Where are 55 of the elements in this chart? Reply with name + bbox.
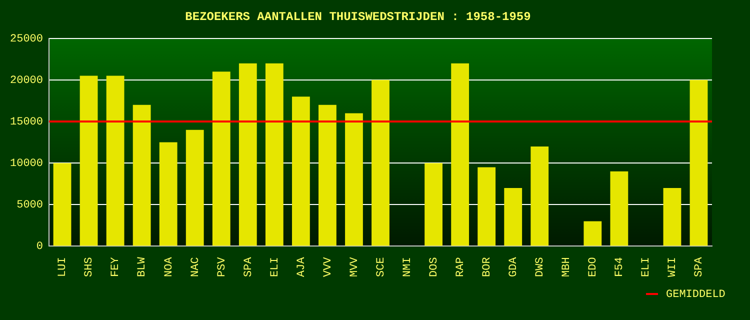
x-tick-label: SCE xyxy=(375,256,388,278)
y-tick-label: 15000 xyxy=(10,116,44,128)
y-tick-label: 0 xyxy=(36,241,44,254)
x-tick-label: GDA xyxy=(508,256,520,278)
bar xyxy=(159,142,178,246)
bar xyxy=(478,167,496,246)
bar xyxy=(610,171,628,246)
bar xyxy=(132,104,151,246)
x-tick-label: PSV xyxy=(216,256,228,278)
x-tick-label: F54 xyxy=(614,256,626,278)
x-tick-label: WII xyxy=(667,257,680,278)
y-tick-label: 25000 xyxy=(10,33,44,46)
x-tick-label: MBH xyxy=(561,257,574,278)
x-tick-label: VVV xyxy=(322,256,334,278)
bar xyxy=(238,63,257,246)
bar xyxy=(530,146,549,246)
x-tick-label: SPA xyxy=(242,256,255,278)
x-tick-label: NMI xyxy=(402,257,414,278)
bar xyxy=(584,221,602,246)
x-tick-label: LUI xyxy=(57,257,70,278)
chart-title: BEZOEKERS AANTALLEN THUISWEDSTRIJDEN : 1958-1959 xyxy=(185,10,531,24)
x-tick-label: ELI xyxy=(269,257,282,278)
bar xyxy=(424,163,442,246)
x-tick-label: FEY xyxy=(110,256,122,278)
bar xyxy=(504,188,522,246)
bar xyxy=(663,188,682,246)
y-tick-label: 20000 xyxy=(10,74,44,87)
x-tick-label: MVV xyxy=(348,256,361,278)
x-tick-label: NAC xyxy=(190,256,202,278)
x-tick-label: RAP xyxy=(454,256,467,278)
bar xyxy=(186,130,204,246)
bar xyxy=(53,163,72,246)
y-tick-label: 5000 xyxy=(16,200,44,212)
bar xyxy=(690,80,708,246)
bar xyxy=(292,96,310,246)
y-tick-label: 10000 xyxy=(10,158,44,170)
bar xyxy=(345,113,363,246)
bar xyxy=(318,104,336,246)
x-tick-label: BLW xyxy=(136,256,149,278)
x-tick-label: SPA xyxy=(694,256,706,278)
x-tick-label: DOS xyxy=(428,256,440,278)
x-tick-label: BOR xyxy=(481,256,494,278)
x-tick-label: EDO xyxy=(588,256,600,278)
x-tick-label: AJA xyxy=(296,256,308,278)
bar xyxy=(106,76,124,246)
bar xyxy=(372,80,390,246)
bar xyxy=(212,72,230,246)
bar xyxy=(80,76,98,246)
x-tick-label: SHS xyxy=(84,256,96,278)
legend-label: GEMIDDELD xyxy=(666,288,726,301)
bar xyxy=(451,63,470,246)
bar xyxy=(265,63,284,246)
x-tick-label: DWS xyxy=(534,256,547,278)
x-tick-label: NOA xyxy=(163,256,176,278)
x-tick-label: ELI xyxy=(640,257,653,278)
